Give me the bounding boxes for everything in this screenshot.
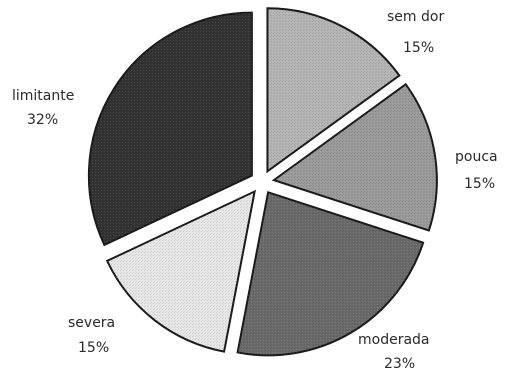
label-moderada-value: 23% bbox=[384, 356, 415, 372]
label-sem-dor-name: sem dor bbox=[387, 9, 444, 25]
pie-slice-texture-moderada bbox=[237, 192, 424, 356]
pie-slice-texture-sem-dor bbox=[267, 8, 400, 172]
label-moderada-name: moderada bbox=[358, 332, 430, 348]
pie-slice-texture-limitante bbox=[88, 12, 252, 245]
label-pouca-value: 15% bbox=[464, 176, 495, 192]
label-sem-dor-value: 15% bbox=[403, 40, 434, 56]
label-severa-value: 15% bbox=[78, 340, 109, 356]
pie-slice-texture-severa bbox=[107, 191, 255, 352]
label-limitante-value: 32% bbox=[27, 112, 58, 128]
label-limitante-name: limitante bbox=[12, 88, 74, 104]
pie-slice-texture-pouca bbox=[273, 84, 437, 231]
label-severa-name: severa bbox=[68, 315, 115, 331]
label-pouca-name: pouca bbox=[455, 149, 498, 165]
